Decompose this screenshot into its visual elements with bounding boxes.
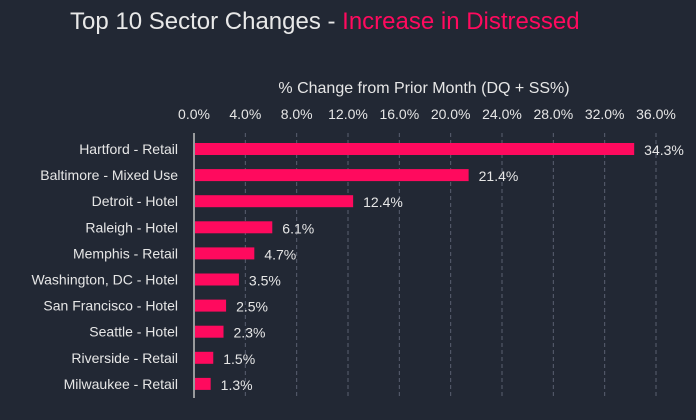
x-tick-label: 24.0%: [482, 106, 522, 122]
data-label: 2.3%: [234, 325, 266, 341]
data-label: 1.5%: [223, 351, 255, 367]
category-label: Hartford - Retail: [79, 141, 178, 157]
bar: [195, 351, 214, 364]
bar: [195, 273, 239, 286]
category-label: Raleigh - Hotel: [85, 219, 178, 235]
category-label: Riverside - Retail: [71, 350, 178, 366]
bar: [195, 143, 635, 155]
bar: [195, 299, 227, 312]
x-tick-label: 0.0%: [178, 106, 210, 122]
x-tick-label: 4.0%: [229, 106, 261, 122]
bar: [195, 325, 224, 338]
x-tick-label: 28.0%: [533, 106, 573, 122]
bar: [195, 169, 469, 182]
title-highlight: Increase in Distressed: [342, 8, 580, 35]
x-tick-label: 32.0%: [585, 106, 625, 122]
category-label: Baltimore - Mixed Use: [40, 167, 178, 183]
data-label: 12.4%: [363, 194, 403, 210]
x-tick-label: 16.0%: [379, 106, 419, 122]
chart-title: Top 10 Sector Changes - Increase in Dist…: [70, 8, 580, 36]
category-label: Memphis - Retail: [73, 245, 178, 261]
x-tick-label: 8.0%: [281, 106, 313, 122]
x-tick-label: 12.0%: [328, 106, 368, 122]
data-label: 2.5%: [236, 299, 268, 315]
bar: [195, 221, 273, 234]
category-label: Milwaukee - Retail: [64, 376, 178, 392]
category-label: Detroit - Hotel: [92, 193, 178, 209]
category-label: Washington, DC - Hotel: [31, 272, 178, 288]
x-axis-title: % Change from Prior Month (DQ + SS%): [278, 80, 569, 97]
title-main: Top 10 Sector Changes -: [70, 8, 343, 35]
x-tick-label: 36.0%: [636, 106, 676, 122]
data-label: 1.3%: [221, 377, 253, 393]
bar: [195, 247, 255, 260]
data-label: 34.3%: [644, 142, 684, 158]
data-label: 21.4%: [479, 168, 519, 184]
x-tick-label: 20.0%: [431, 106, 471, 122]
bar: [195, 195, 354, 208]
data-label: 4.7%: [264, 246, 296, 262]
data-label: 3.5%: [249, 273, 281, 289]
bar: [195, 377, 211, 390]
data-label: 6.1%: [282, 220, 314, 236]
category-label: San Francisco - Hotel: [43, 298, 178, 314]
category-label: Seattle - Hotel: [89, 324, 178, 340]
